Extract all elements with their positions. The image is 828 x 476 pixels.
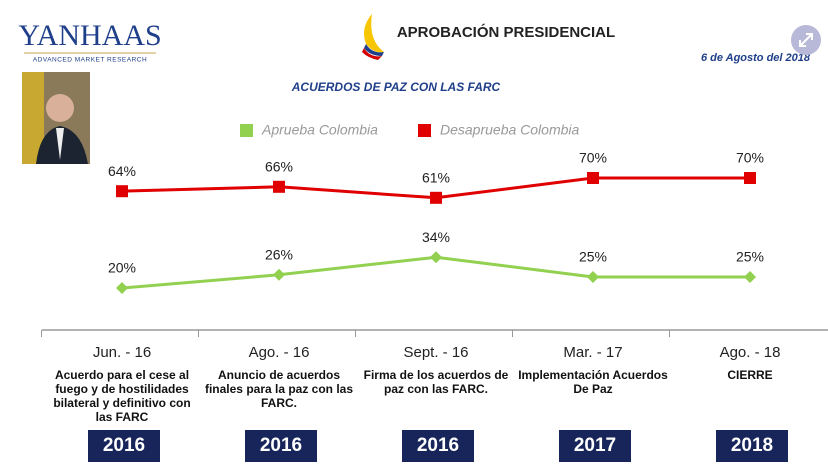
data-label: 26%: [265, 247, 293, 263]
x-tick-label: Sept. - 16: [403, 344, 469, 361]
data-label: 64%: [108, 163, 136, 179]
legend-swatch: [418, 124, 431, 137]
x-tick-label: Ago. - 18: [719, 344, 781, 361]
point: [430, 251, 442, 264]
point: [744, 172, 756, 184]
year-badge: 2016: [88, 430, 160, 462]
year-badge: 2017: [559, 430, 631, 462]
data-label: 61%: [422, 170, 450, 186]
data-label: 20%: [108, 260, 136, 276]
x-tick-label: Ago. - 16: [248, 344, 310, 361]
data-label: 70%: [736, 150, 764, 166]
legend-swatch: [240, 124, 253, 137]
x-tick-label: Mar. - 17: [563, 344, 623, 361]
logo-tagline: ADVANCED MARKET RESEARCH: [33, 57, 147, 64]
data-label: 34%: [422, 229, 450, 245]
event-description: Firma de los acuerdos de paz con las FAR…: [363, 368, 509, 396]
portrait: [22, 72, 90, 164]
year-badge: 2018: [716, 430, 788, 462]
event-description: Anuncio de acuerdos finales para la paz …: [204, 368, 354, 410]
legend-label: Desaprueba Colombia: [440, 122, 580, 138]
point: [116, 185, 128, 198]
header-date: 6 de Agosto del 2018: [701, 52, 811, 64]
point: [587, 271, 599, 283]
point: [430, 191, 442, 204]
data-label: 70%: [579, 150, 607, 166]
legend-label: Aprueba Colombia: [261, 122, 378, 138]
point: [116, 282, 128, 294]
x-tick-label: Jun. - 16: [92, 344, 152, 361]
flag-icon: [362, 14, 384, 60]
year-badge: 2016: [245, 430, 317, 462]
data-label: 25%: [579, 249, 607, 265]
logo-name: YANHAAS: [18, 19, 161, 52]
year-badge: 2016: [402, 430, 474, 462]
event-description: Implementación Acuerdos De Paz: [518, 368, 668, 396]
event-description: CIERRE: [727, 368, 773, 382]
data-label: 25%: [736, 249, 764, 265]
event-description: Acuerdo para el cese al fuego y de hosti…: [53, 368, 191, 424]
data-label: 66%: [265, 159, 293, 175]
chart-title: ACUERDOS DE PAZ CON LAS FARC: [291, 80, 501, 94]
point: [744, 271, 756, 283]
point: [273, 268, 285, 281]
expand-icon: [799, 33, 813, 47]
point: [587, 172, 599, 184]
point: [273, 180, 285, 193]
header-title: APROBACIÓN PRESIDENCIAL: [397, 23, 615, 41]
